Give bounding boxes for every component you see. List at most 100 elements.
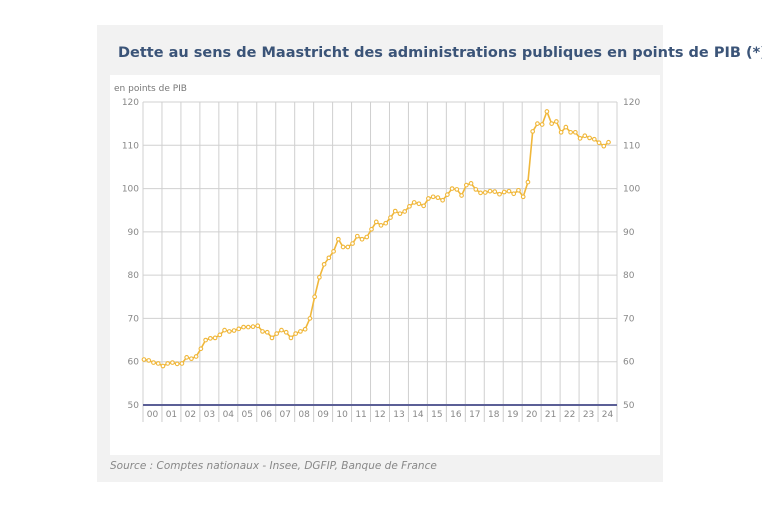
data-point: [373, 219, 379, 225]
x-tick-label: 14: [412, 410, 424, 420]
data-point: [558, 129, 564, 135]
x-tick-label: 12: [374, 410, 385, 420]
x-tick-label: 19: [507, 410, 519, 420]
x-tick-label: 06: [261, 410, 273, 420]
data-point: [492, 189, 498, 194]
data-point: [520, 194, 526, 200]
data-point: [331, 248, 336, 254]
y-tick-label-right: 80: [623, 271, 635, 281]
data-point: [459, 193, 464, 198]
data-point: [151, 360, 156, 365]
data-point: [392, 208, 398, 214]
data-point: [596, 140, 602, 146]
data-point: [354, 233, 360, 239]
data-point: [511, 191, 517, 197]
data-point: [340, 244, 346, 250]
x-tick-label: 10: [336, 410, 348, 420]
y-tick-label-right: 90: [623, 228, 635, 238]
data-point: [279, 327, 284, 333]
data-point: [591, 136, 597, 142]
data-point: [222, 327, 227, 333]
data-point: [189, 356, 194, 362]
data-point: [165, 361, 171, 366]
data-point: [478, 190, 483, 196]
y-tick-label-left: 50: [128, 401, 140, 411]
data-point: [397, 211, 403, 217]
data-point: [539, 122, 545, 127]
data-point: [582, 133, 588, 139]
data-point: [155, 361, 161, 366]
data-point: [264, 329, 270, 335]
data-point: [468, 181, 474, 186]
data-point: [283, 329, 289, 335]
data-point: [411, 200, 417, 205]
data-point: [563, 124, 569, 130]
y-axis-label: en points de PIB: [114, 84, 187, 94]
data-point: [317, 274, 322, 280]
x-tick-label: 09: [317, 410, 329, 420]
data-point: [241, 324, 246, 330]
x-tick-label: 04: [223, 410, 235, 420]
data-point: [516, 187, 521, 193]
data-point: [402, 209, 408, 214]
data-point: [421, 203, 427, 209]
y-tick-label-left: 70: [128, 314, 140, 324]
data-point: [198, 346, 204, 352]
data-point: [587, 135, 592, 141]
chart-area: [110, 75, 660, 455]
x-tick-label: 07: [279, 410, 290, 420]
data-point: [378, 223, 384, 228]
chart-title: Dette au sens de Maastricht des administ…: [118, 45, 762, 61]
data-point: [208, 335, 213, 341]
data-point: [407, 203, 412, 209]
x-tick-label: 03: [204, 410, 215, 420]
data-point: [501, 189, 507, 195]
x-tick-label: 02: [185, 410, 196, 420]
x-tick-label: 13: [393, 410, 404, 420]
data-point: [231, 328, 237, 333]
data-point: [530, 129, 536, 134]
x-tick-label: 23: [583, 410, 594, 420]
data-point: [212, 335, 218, 341]
data-point: [463, 182, 469, 188]
x-tick-label: 16: [450, 410, 462, 420]
y-tick-label-right: 100: [623, 185, 640, 195]
data-point: [312, 294, 317, 300]
x-tick-label: 24: [602, 410, 614, 420]
data-point: [236, 326, 242, 332]
data-point: [298, 329, 303, 334]
data-point: [288, 335, 294, 341]
data-point: [302, 326, 308, 332]
data-point: [170, 360, 175, 365]
data-point: [217, 332, 223, 338]
source-note: Source : Comptes nationaux - Insee, DGFI…: [110, 460, 437, 472]
data-point: [525, 179, 531, 185]
x-tick-label: 20: [526, 410, 538, 420]
data-point: [307, 316, 313, 321]
data-point: [184, 355, 190, 360]
data-point: [487, 188, 493, 194]
x-tick-label: 08: [298, 410, 310, 420]
data-point: [293, 331, 299, 336]
data-point: [506, 188, 512, 194]
data-point: [141, 357, 147, 362]
data-point: [473, 187, 479, 192]
y-tick-label-left: 110: [122, 141, 139, 151]
data-point: [426, 196, 431, 201]
data-point: [364, 234, 370, 240]
x-tick-label: 15: [431, 410, 442, 420]
y-tick-label-right: 110: [623, 141, 640, 151]
data-point: [226, 329, 232, 334]
y-tick-label-left: 80: [128, 271, 140, 281]
data-point: [160, 363, 166, 369]
data-point: [350, 241, 355, 246]
y-tick-label-left: 90: [128, 228, 140, 238]
data-point: [440, 197, 445, 203]
data-point: [274, 331, 280, 336]
data-point: [577, 136, 583, 141]
x-tick-label: 21: [545, 410, 556, 420]
data-point: [449, 186, 455, 191]
data-point: [146, 358, 152, 363]
data-point: [454, 187, 460, 192]
